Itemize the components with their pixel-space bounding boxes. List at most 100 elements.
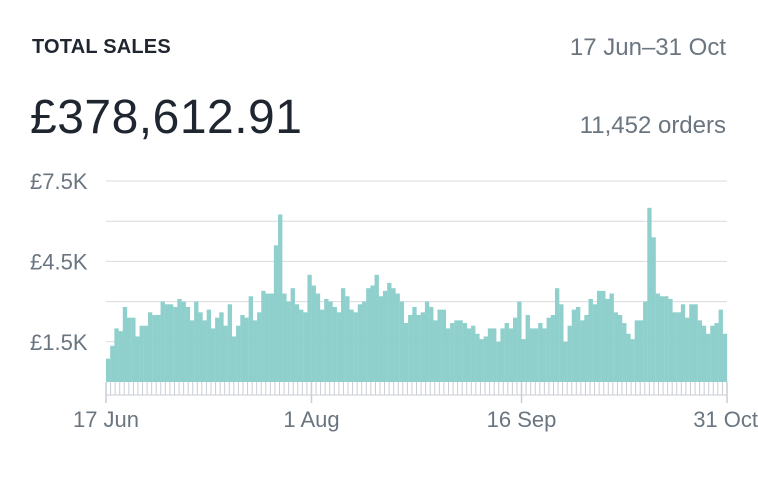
- sales-bar: [240, 315, 245, 382]
- sales-bar: [672, 312, 677, 382]
- sales-bar: [252, 320, 258, 382]
- sales-bar: [156, 315, 161, 382]
- sales-bar: [370, 285, 375, 382]
- sales-bar: [227, 304, 233, 382]
- sales-bar: [508, 328, 514, 382]
- sales-bar: [613, 312, 619, 382]
- sales-bar: [194, 301, 199, 382]
- x-tick-label: 17 Jun: [73, 407, 139, 432]
- y-tick-label: £7.5K: [30, 169, 88, 194]
- sales-bar: [303, 312, 308, 382]
- sales-bar: [278, 214, 283, 382]
- sales-bar: [110, 345, 115, 382]
- y-tick-label: £4.5K: [30, 249, 88, 274]
- sales-bar: [513, 317, 518, 382]
- sales-bar: [219, 312, 224, 382]
- sales-bar: [605, 298, 610, 382]
- sales-bar: [168, 304, 174, 382]
- sales-bar: [588, 298, 593, 382]
- sales-bar: [399, 301, 405, 382]
- sales-bar: [387, 282, 392, 382]
- sales-bar: [575, 306, 581, 382]
- x-tick-label: 1 Aug: [283, 407, 339, 432]
- sales-bar: [722, 333, 728, 382]
- sales-bar: [265, 293, 270, 382]
- sales-bar: [236, 325, 241, 382]
- sales-bar: [714, 323, 719, 382]
- sales-bar: [152, 315, 157, 382]
- sales-bar: [164, 304, 170, 382]
- sales-bar: [462, 323, 468, 382]
- sales-bar: [466, 328, 472, 382]
- sales-bar: [664, 296, 669, 382]
- sales-bar: [319, 309, 325, 382]
- sales-bar: [647, 207, 652, 382]
- sales-bar: [395, 293, 400, 382]
- sales-bar: [718, 309, 723, 382]
- date-range[interactable]: 17 Jun–31 Oct: [569, 34, 726, 61]
- sales-bar: [697, 320, 702, 382]
- sales-bar: [630, 339, 635, 382]
- sales-bar: [135, 336, 140, 382]
- sales-bar: [408, 315, 413, 382]
- sales-bar: [571, 309, 577, 382]
- sales-bar: [651, 237, 656, 382]
- sales-bar: [261, 290, 266, 382]
- sales-bar: [122, 306, 128, 382]
- sales-bar: [416, 315, 421, 382]
- sales-bar: [106, 358, 111, 382]
- sales-bar: [445, 328, 451, 382]
- sales-bar: [521, 339, 526, 382]
- sales-bar: [345, 296, 350, 382]
- sales-bar: [533, 328, 539, 382]
- sales-bar: [210, 328, 216, 382]
- sales-bar: [710, 325, 715, 382]
- sales-bar: [366, 288, 371, 382]
- chart-title: TOTAL SALES: [32, 36, 171, 58]
- sales-bar: [215, 317, 220, 382]
- sales-bar: [538, 323, 543, 382]
- sales-bar: [206, 309, 212, 382]
- sales-bar: [307, 274, 312, 382]
- sales-bar: [257, 312, 262, 382]
- sales-bar: [118, 331, 123, 382]
- sales-bar: [454, 320, 459, 382]
- orders-count: 11,452 orders: [579, 112, 726, 139]
- sales-bar: [676, 312, 681, 382]
- sales-bar: [706, 333, 711, 382]
- sales-bar: [181, 301, 186, 382]
- sales-bar: [282, 293, 287, 382]
- sales-bar: [361, 301, 367, 382]
- sales-bar: [378, 296, 384, 382]
- sales-bar: [517, 301, 522, 382]
- sales-bar: [332, 306, 337, 382]
- sales-bar: [609, 293, 614, 382]
- sales-bar: [311, 285, 316, 382]
- sales-bar: [567, 325, 572, 382]
- sales-bar: [273, 245, 279, 382]
- sales-bar: [202, 320, 207, 382]
- sales-bar: [584, 315, 589, 382]
- sales-bar: [437, 309, 442, 382]
- sales-bar: [471, 325, 476, 382]
- sales-bar: [450, 323, 455, 382]
- sales-bar: [554, 288, 560, 382]
- sales-bar: [324, 298, 329, 382]
- sales-bar: [668, 298, 673, 382]
- sales-bar: [559, 304, 564, 382]
- sales-bar: [294, 304, 300, 382]
- sales-bar: [173, 306, 178, 382]
- sales-bar: [592, 304, 598, 382]
- sales-bar: [198, 312, 203, 382]
- sales-bar: [617, 315, 623, 382]
- sales-bar: [685, 317, 690, 382]
- sales-bar: [357, 304, 363, 382]
- sales-bar: [185, 306, 191, 382]
- sales-bar: [286, 301, 291, 382]
- sales-bar: [223, 325, 228, 382]
- sales-bar: [374, 274, 379, 382]
- sales-bar: [177, 298, 182, 382]
- sales-bar: [189, 320, 195, 382]
- sales-bar: [542, 328, 547, 382]
